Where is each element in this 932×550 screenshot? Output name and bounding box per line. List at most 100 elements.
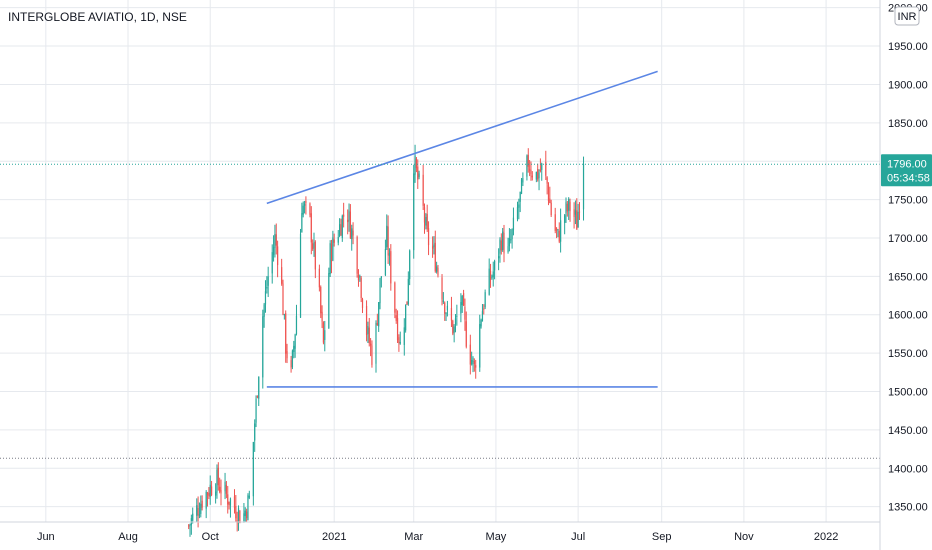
candle-body xyxy=(351,228,353,240)
y-tick-label: 1750.00 xyxy=(888,195,928,207)
candle-body xyxy=(406,301,408,305)
candle-body xyxy=(433,244,435,248)
candle-body xyxy=(489,270,492,281)
candle-body xyxy=(500,240,502,251)
candle-body xyxy=(310,213,312,243)
candle-body xyxy=(422,174,424,206)
trendlines[interactable] xyxy=(266,70,658,388)
candlestick-series xyxy=(188,144,585,537)
candle-body xyxy=(461,296,463,306)
candle-body xyxy=(283,314,285,316)
candle-body xyxy=(243,513,245,521)
candle-body xyxy=(219,486,221,492)
candle-body xyxy=(332,237,334,261)
candle-body xyxy=(286,351,288,359)
candle-body xyxy=(454,318,457,325)
y-tick-label: 1550.00 xyxy=(888,348,928,360)
candle-body xyxy=(582,164,585,210)
candle-body xyxy=(299,233,302,318)
candle-body xyxy=(442,300,444,302)
candle-body xyxy=(248,495,250,498)
candle-body xyxy=(386,225,388,248)
candle-body xyxy=(312,243,314,249)
candle-body xyxy=(527,154,529,167)
candle-body xyxy=(557,229,559,231)
candle-body xyxy=(239,511,241,523)
candle-body xyxy=(558,230,560,242)
candle-body xyxy=(462,293,465,306)
x-tick-label: 2022 xyxy=(814,531,838,543)
candle-body xyxy=(437,267,439,276)
candle-body xyxy=(503,232,505,254)
candle-body xyxy=(262,316,264,378)
candle-body xyxy=(446,305,449,311)
upper-resistance-trendline[interactable] xyxy=(266,70,658,205)
grid-lines xyxy=(0,0,880,522)
x-tick-label: Jul xyxy=(571,531,585,543)
candle-body xyxy=(352,230,354,236)
chart-title: INTERGLOBE AVIATIO, 1D, NSE xyxy=(8,10,187,24)
candle-body xyxy=(444,302,446,314)
candle-body xyxy=(502,231,504,250)
candle-body xyxy=(282,283,284,315)
candle-body xyxy=(371,345,373,365)
candle-body xyxy=(436,266,438,272)
x-tick-label: Mar xyxy=(404,531,423,543)
candle-body xyxy=(215,491,217,496)
candle-body xyxy=(554,214,556,231)
y-tick-label: 1900.00 xyxy=(888,79,928,91)
candle-body xyxy=(538,172,540,179)
candle-body xyxy=(569,201,571,212)
candle-body xyxy=(445,313,447,315)
candle-body xyxy=(368,327,370,344)
y-tick-label: 1950.00 xyxy=(888,41,928,53)
candle-body xyxy=(434,242,436,272)
candle-body xyxy=(369,343,372,346)
candle-body xyxy=(205,491,207,509)
candle-body xyxy=(229,498,232,506)
candle-body xyxy=(510,239,512,241)
candle-body xyxy=(227,494,229,505)
candle-body xyxy=(431,246,434,249)
candle-body xyxy=(576,210,578,230)
candle-body xyxy=(493,260,496,271)
candle-body xyxy=(507,246,509,253)
candle-body xyxy=(479,324,481,368)
candle-body xyxy=(272,247,275,255)
candle-body xyxy=(314,241,316,270)
y-tick-label: 1450.00 xyxy=(888,425,928,437)
candle-body xyxy=(464,306,466,320)
candle-body xyxy=(578,211,581,213)
candle-body xyxy=(452,320,454,334)
candle-body xyxy=(216,469,218,493)
candle-body xyxy=(441,277,443,300)
candle-body xyxy=(456,315,458,317)
y-tick-label: 1400.00 xyxy=(888,463,928,475)
candle-body xyxy=(573,209,575,218)
y-tick-label: 1850.00 xyxy=(888,118,928,130)
candle-body xyxy=(225,484,228,494)
candle-body xyxy=(555,228,558,231)
candle-body xyxy=(220,490,222,494)
candle-body xyxy=(566,203,568,212)
candle-body xyxy=(188,525,190,527)
candle-body xyxy=(492,271,494,278)
candle-body xyxy=(427,228,430,246)
candle-body xyxy=(471,360,473,365)
candle-body xyxy=(302,205,304,215)
candle-body xyxy=(301,213,303,233)
candle-body xyxy=(375,322,377,364)
candle-body xyxy=(356,237,358,274)
candle-body xyxy=(530,169,532,175)
candle-body xyxy=(376,323,378,326)
candle-body xyxy=(529,169,531,171)
candle-body xyxy=(574,210,577,215)
candle-body xyxy=(340,224,342,236)
y-tick-label: 1600.00 xyxy=(888,310,928,322)
candle-body xyxy=(198,514,201,516)
candle-body xyxy=(206,492,209,496)
candle-body xyxy=(318,268,320,288)
